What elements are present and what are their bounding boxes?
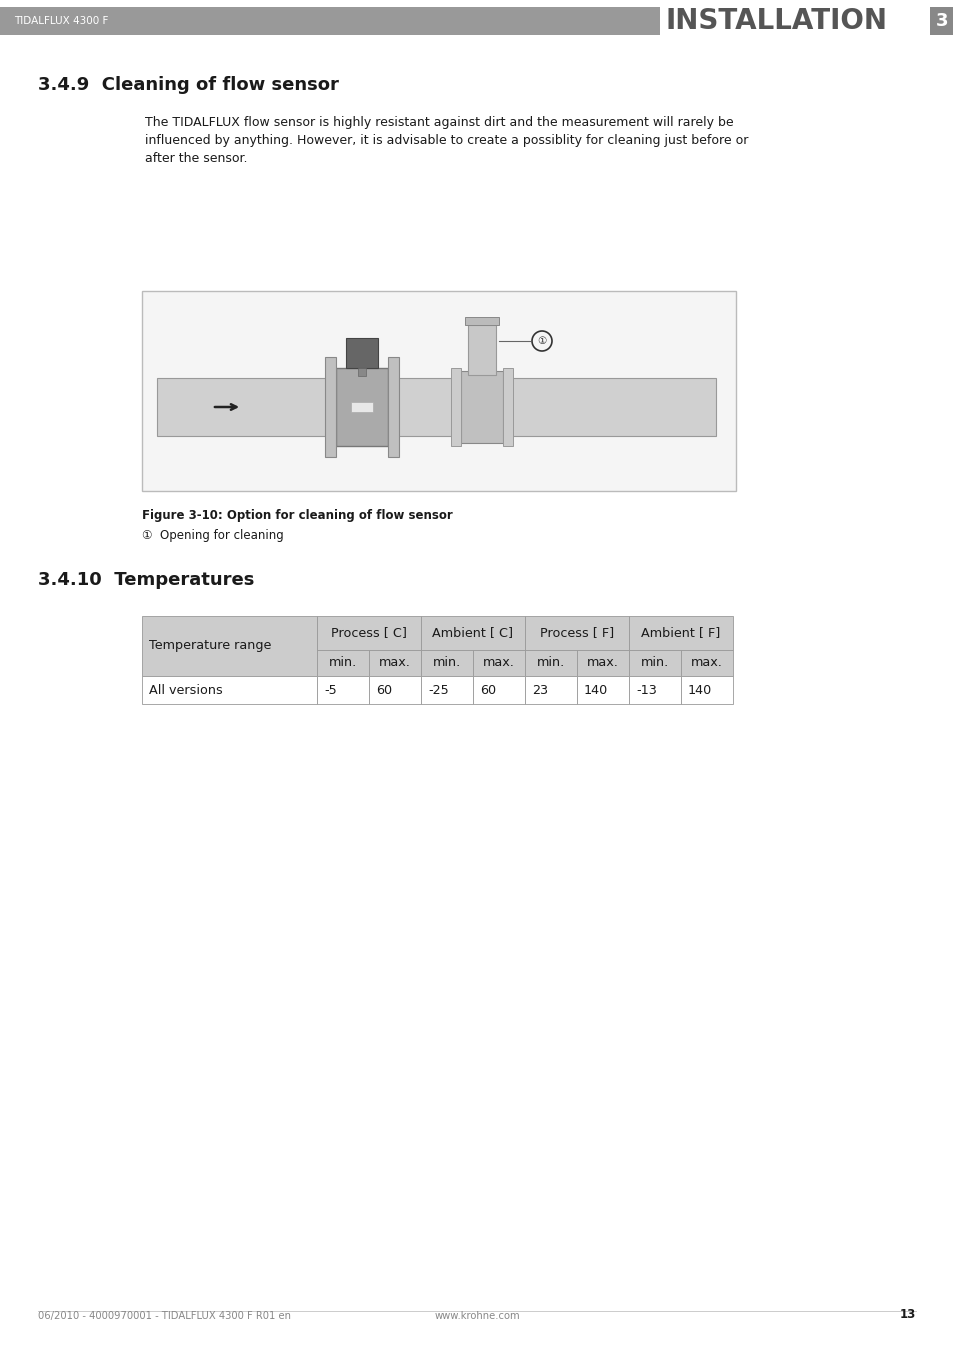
Text: max.: max.	[482, 657, 515, 670]
Bar	[357, 367, 366, 376]
Bar	[369, 650, 420, 676]
Text: after the sensor.: after the sensor.	[145, 153, 247, 165]
Bar	[325, 357, 335, 457]
Bar	[316, 676, 369, 704]
Bar	[0, 7, 953, 35]
Text: 3.4.9  Cleaning of flow sensor: 3.4.9 Cleaning of flow sensor	[38, 76, 338, 95]
Text: -13: -13	[636, 684, 657, 697]
Bar	[420, 616, 524, 650]
Bar	[473, 676, 524, 704]
Text: min.: min.	[537, 657, 564, 670]
Text: 140: 140	[583, 684, 608, 697]
Text: Ambient [ F]: Ambient [ F]	[640, 627, 720, 639]
Bar	[464, 317, 498, 326]
Text: max.: max.	[586, 657, 618, 670]
Bar	[468, 326, 496, 376]
Text: 60: 60	[479, 684, 496, 697]
Bar	[388, 357, 398, 457]
Bar	[451, 367, 460, 446]
Text: ①  Opening for cleaning: ① Opening for cleaning	[142, 530, 283, 542]
Bar	[346, 338, 377, 367]
Bar	[142, 290, 735, 490]
Text: www.krohne.com: www.krohne.com	[434, 1310, 519, 1321]
Bar	[316, 650, 369, 676]
Bar	[680, 650, 732, 676]
Text: 60: 60	[375, 684, 392, 697]
Bar	[628, 616, 732, 650]
Bar	[335, 367, 388, 446]
Bar	[524, 650, 577, 676]
Bar	[524, 676, 577, 704]
Bar	[577, 650, 628, 676]
Text: max.: max.	[378, 657, 411, 670]
Text: 3: 3	[935, 12, 947, 30]
Text: 23: 23	[532, 684, 548, 697]
Text: Ambient [ C]: Ambient [ C]	[432, 627, 513, 639]
Text: Figure 3-10: Option for cleaning of flow sensor: Figure 3-10: Option for cleaning of flow…	[142, 509, 453, 521]
Text: 140: 140	[687, 684, 712, 697]
Text: 3.4.10  Temperatures: 3.4.10 Temperatures	[38, 571, 254, 589]
Bar	[473, 650, 524, 676]
Bar	[502, 367, 513, 446]
Text: All versions: All versions	[149, 684, 222, 697]
Bar	[577, 676, 628, 704]
Bar	[420, 676, 473, 704]
Text: min.: min.	[640, 657, 668, 670]
Text: -25: -25	[428, 684, 448, 697]
Text: max.: max.	[690, 657, 722, 670]
Text: Process [ C]: Process [ C]	[331, 627, 407, 639]
Bar	[680, 676, 732, 704]
Text: The TIDALFLUX flow sensor is highly resistant against dirt and the measurement w: The TIDALFLUX flow sensor is highly resi…	[145, 116, 733, 128]
Bar	[628, 676, 680, 704]
Text: ①: ①	[537, 336, 546, 346]
Text: 06/2010 - 4000970001 - TIDALFLUX 4300 F R01 en: 06/2010 - 4000970001 - TIDALFLUX 4300 F …	[38, 1310, 291, 1321]
Text: -5: -5	[324, 684, 336, 697]
Text: influenced by anything. However, it is advisable to create a possiblity for clea: influenced by anything. However, it is a…	[145, 134, 747, 147]
Bar	[524, 616, 628, 650]
Bar	[420, 650, 473, 676]
Text: Process [ F]: Process [ F]	[539, 627, 614, 639]
Bar	[157, 378, 716, 436]
Bar	[142, 616, 316, 676]
Bar	[316, 616, 420, 650]
Text: min.: min.	[329, 657, 356, 670]
Bar	[460, 372, 502, 443]
Bar	[369, 676, 420, 704]
Text: Temperature range: Temperature range	[149, 639, 271, 653]
Bar	[659, 7, 929, 35]
Text: min.: min.	[433, 657, 460, 670]
Bar	[351, 403, 373, 412]
Bar	[628, 650, 680, 676]
Text: 13: 13	[899, 1308, 915, 1321]
Text: TIDALFLUX 4300 F: TIDALFLUX 4300 F	[14, 16, 109, 26]
Text: INSTALLATION: INSTALLATION	[665, 7, 887, 35]
Bar	[142, 676, 316, 704]
Bar	[929, 7, 953, 35]
